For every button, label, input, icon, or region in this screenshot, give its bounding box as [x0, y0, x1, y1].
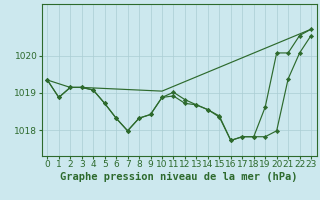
- X-axis label: Graphe pression niveau de la mer (hPa): Graphe pression niveau de la mer (hPa): [60, 172, 298, 182]
